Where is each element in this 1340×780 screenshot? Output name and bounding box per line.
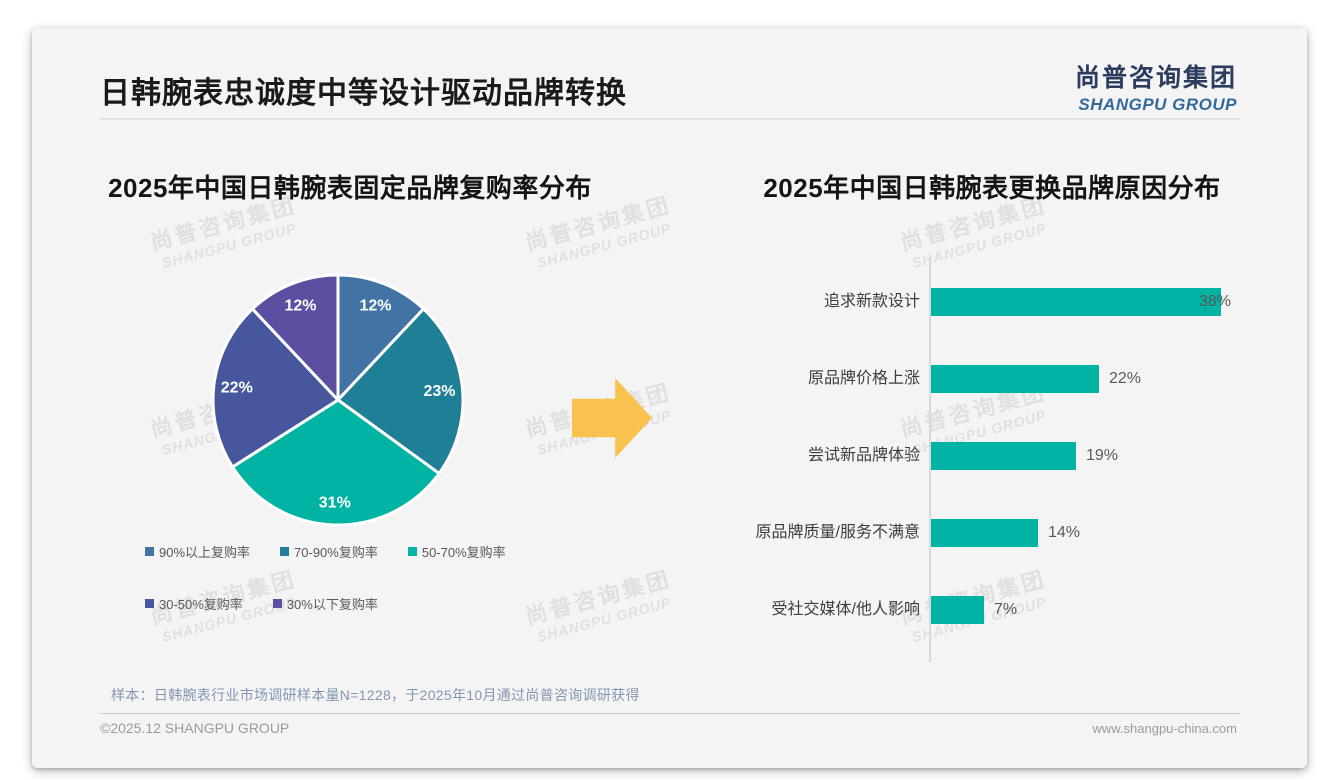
pie-chart-title: 2025年中国日韩腕表固定品牌复购率分布 bbox=[108, 173, 592, 203]
pie-legend-row: 30-50%复购率 30%以下复购率 bbox=[145, 594, 378, 613]
legend-swatch-icon bbox=[145, 547, 154, 556]
pie-slice bbox=[250, 273, 340, 402]
bar bbox=[931, 442, 1076, 470]
bar-category-label: 原品牌质量/服务不满意 bbox=[755, 524, 920, 541]
brand-logo-cn: 尚普咨询集团 bbox=[1074, 64, 1237, 92]
pie-slice bbox=[211, 307, 340, 469]
bar-value-label: 38% bbox=[1199, 293, 1232, 310]
pie-slice-label: 12% bbox=[359, 298, 391, 315]
brand-logo-en: SHANGPU GROUP bbox=[1078, 95, 1237, 114]
pie-slice-label: 31% bbox=[319, 494, 351, 511]
legend-label: 90%以上复购率 bbox=[159, 545, 251, 560]
legend-label: 50-70%复购率 bbox=[421, 545, 506, 560]
bar-value-label: 19% bbox=[1086, 447, 1119, 464]
pie-chart: 12% 23% 31% 22% 12% bbox=[211, 273, 465, 527]
bar bbox=[931, 288, 1221, 316]
legend-item: 30-50%复购率 bbox=[145, 594, 243, 613]
copyright-text: ©2025.12 SHANGPU GROUP bbox=[100, 720, 290, 736]
pie-slice-label: 12% bbox=[284, 298, 316, 315]
legend-item: 90%以上复购率 bbox=[145, 542, 250, 561]
pie-slice-label: 23% bbox=[423, 383, 455, 400]
pie-legend-row: 90%以上复购率 70-90%复购率 50-70%复购率 bbox=[145, 542, 506, 561]
sample-note: 样本：日韩腕表行业市场调研样本量N=1228，于2025年10月通过尚普咨询调研… bbox=[111, 687, 640, 703]
bar-value-label: 22% bbox=[1109, 370, 1142, 387]
legend-swatch-icon bbox=[145, 599, 154, 608]
bar-chart: 追求新款设计 38% 原品牌价格上涨 22% 尝试新品牌体验 19% 原品牌质量/服务不满意… bbox=[32, 28, 1307, 768]
legend-item: 70-90%复购率 bbox=[280, 542, 378, 561]
title-divider bbox=[100, 118, 1240, 120]
page-title: 日韩腕表忠诚度中等设计驱动品牌转换 bbox=[100, 77, 627, 110]
legend-label: 70-90%复购率 bbox=[294, 545, 378, 560]
legend-swatch-icon bbox=[407, 547, 417, 556]
legend-swatch-icon bbox=[280, 547, 290, 556]
bar-value-label: 14% bbox=[1048, 524, 1081, 541]
bar-category-label: 原品牌价格上涨 bbox=[807, 370, 920, 387]
brand-logo: 尚普咨询集团 SHANGPU GROUP bbox=[1075, 58, 1237, 115]
legend-item: 30%以下复购率 bbox=[272, 594, 378, 613]
bar-value-label: 7% bbox=[994, 601, 1018, 618]
bar-category-label: 尝试新品牌体验 bbox=[807, 447, 920, 464]
legend-item: 50-70%复购率 bbox=[407, 542, 506, 561]
legend-swatch-icon bbox=[272, 599, 282, 608]
bar-category-label: 受社交媒体/他人影响 bbox=[771, 601, 920, 618]
pie-slice bbox=[336, 273, 426, 402]
bar-chart-axis bbox=[929, 258, 931, 662]
footer-divider bbox=[100, 713, 1240, 714]
pie-slice-label: 22% bbox=[221, 380, 253, 397]
legend-label: 30%以下复购率 bbox=[286, 597, 378, 612]
pie-slice bbox=[336, 307, 465, 475]
website-url: www.shangpu-china.com bbox=[1092, 721, 1237, 736]
slide-card: 尚普咨询集团 SHANGPU GROUP 尚普咨询集团 SHANGPU GROUP 尚普… bbox=[32, 28, 1307, 768]
legend-label: 30-50%复购率 bbox=[159, 597, 243, 612]
bar bbox=[931, 596, 984, 624]
pie-slice bbox=[230, 398, 441, 527]
bar bbox=[931, 365, 1099, 393]
bar-category-label: 追求新款设计 bbox=[823, 293, 920, 310]
bar-chart-title: 2025年中国日韩腕表更换品牌原因分布 bbox=[763, 173, 1221, 203]
bar bbox=[931, 519, 1038, 547]
